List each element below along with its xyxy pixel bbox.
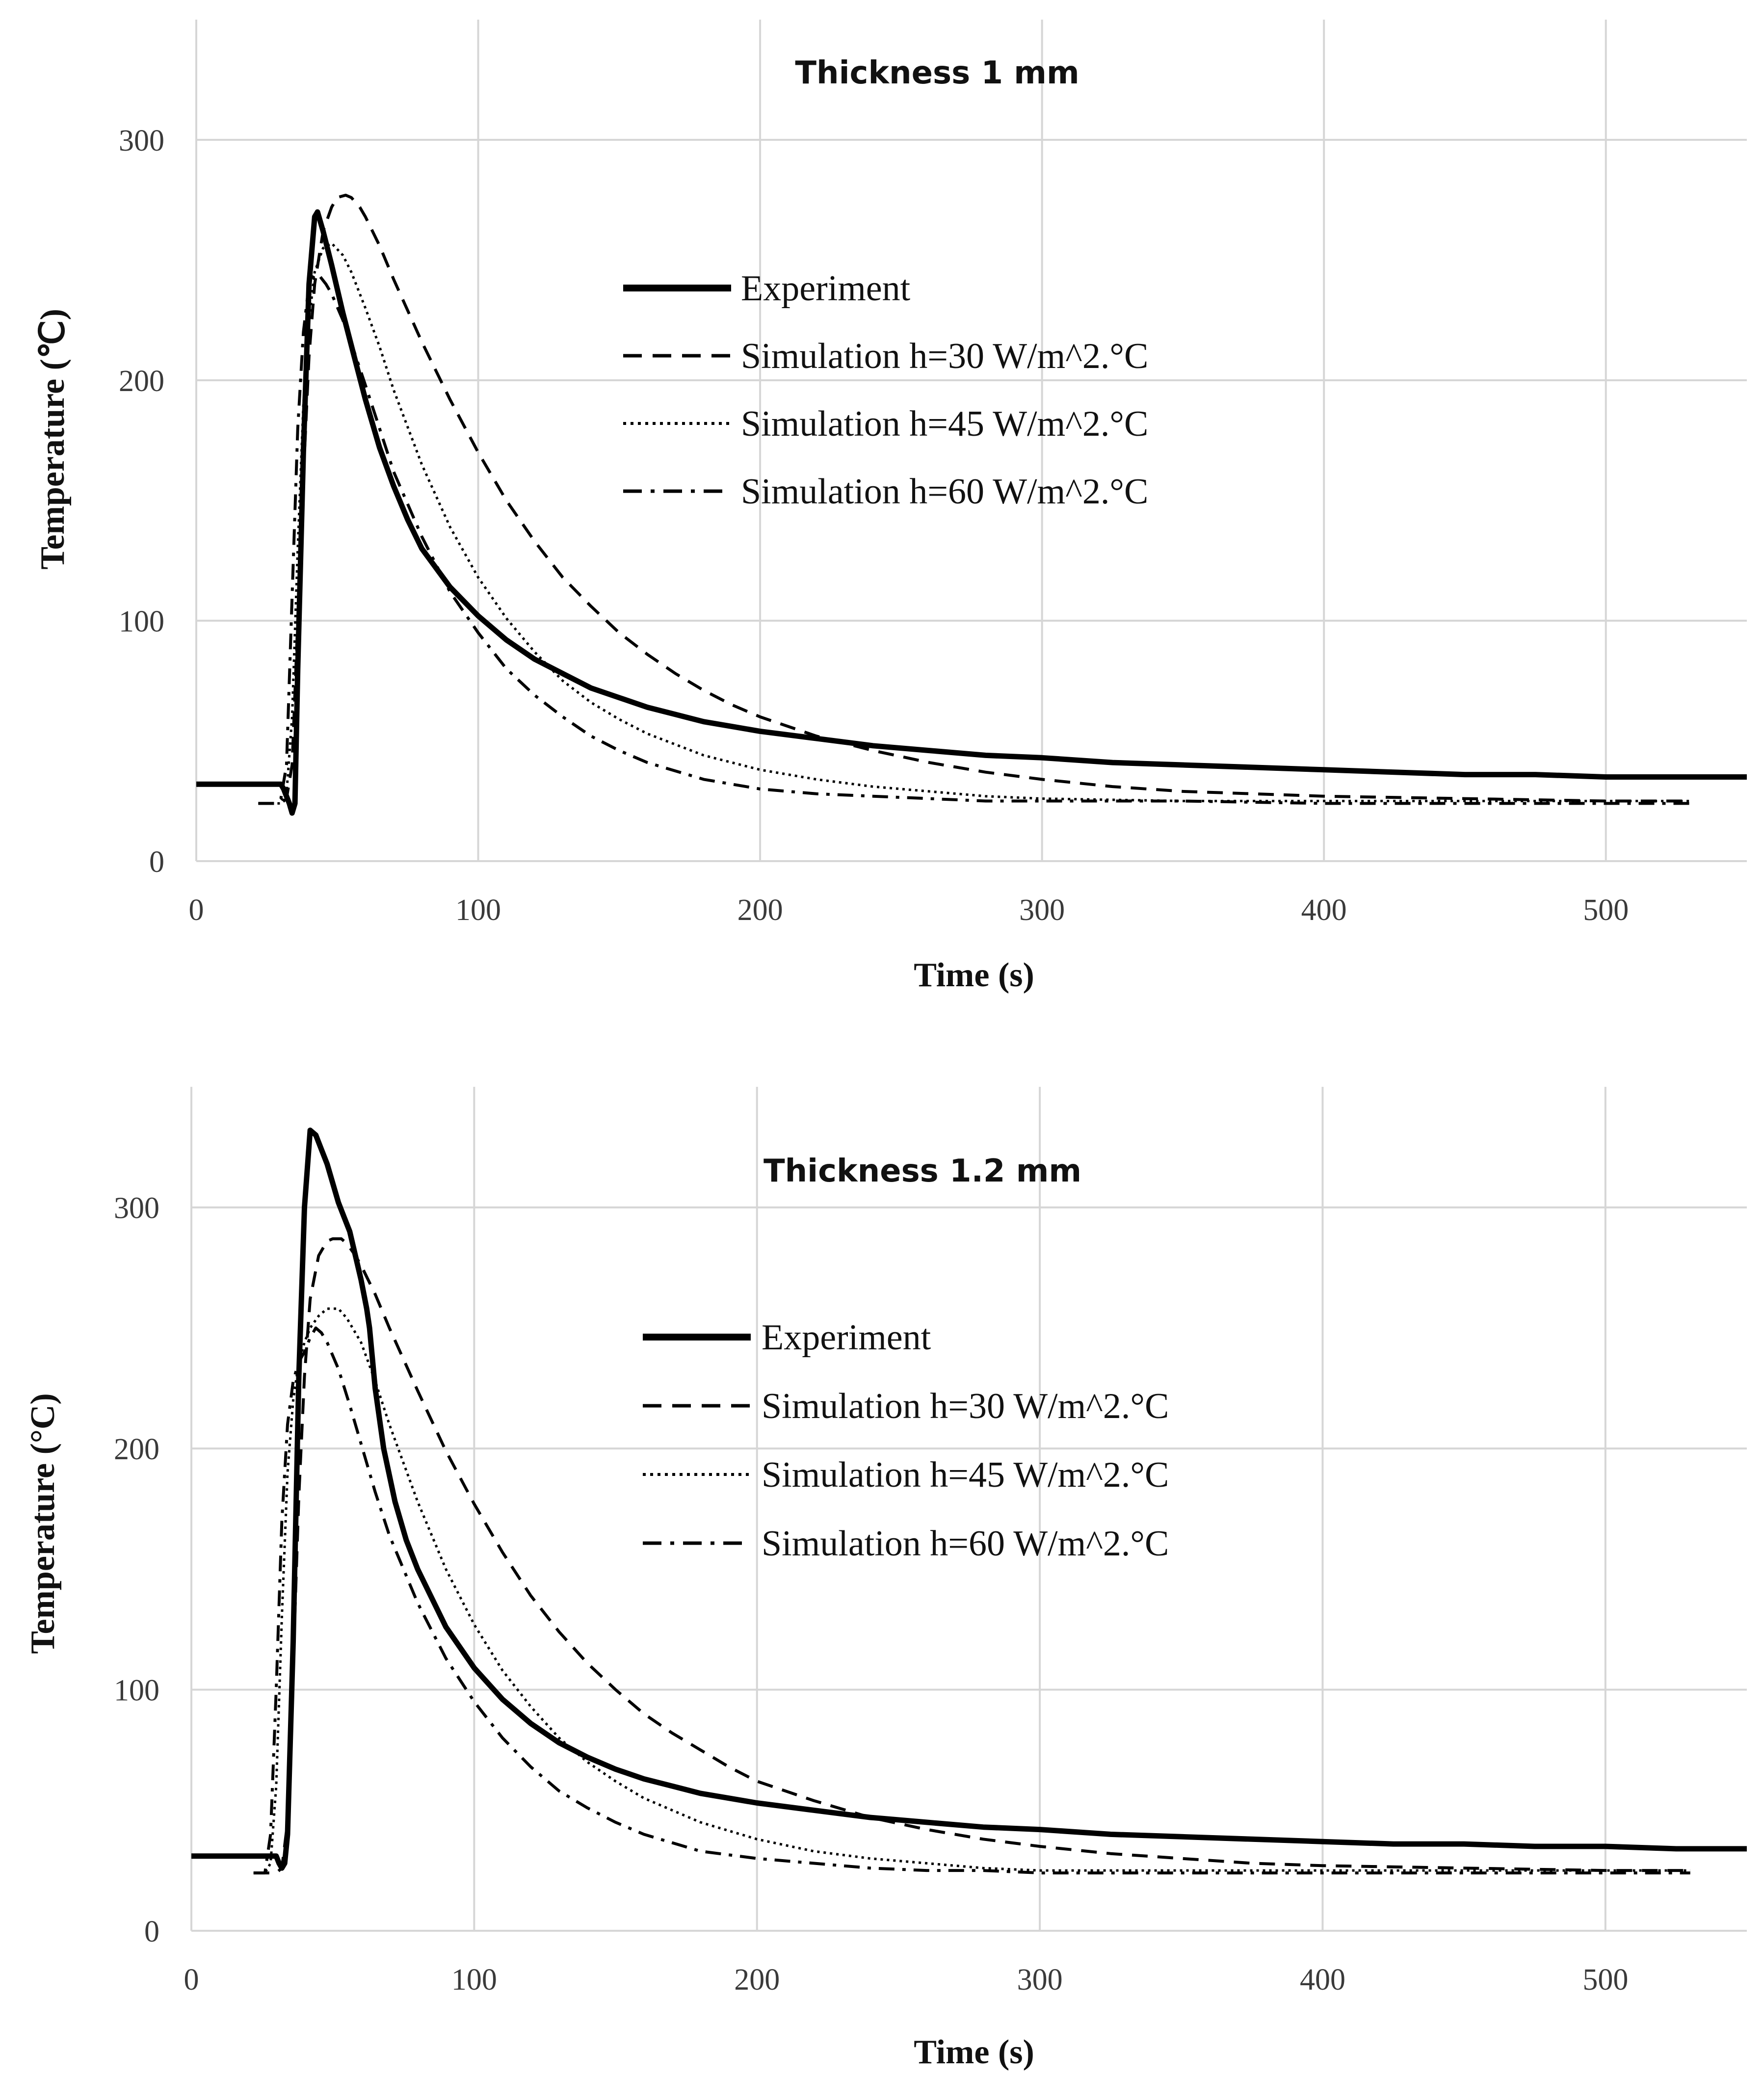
chart-1-x-tick-labels: 0 100 200 300 400 500 xyxy=(189,894,1629,927)
chart-2-y-axis-title: Temperature (°C) xyxy=(24,1393,62,1654)
chart-2-x-tick-labels: 0 100 200 300 400 500 xyxy=(184,1963,1629,1997)
chart-1-x-tick-label: 200 xyxy=(737,894,783,927)
chart-2-x-tick-label: 100 xyxy=(451,1963,497,1997)
chart-1-y-axis-title: Temperature (℃) xyxy=(34,309,72,570)
chart-2-series-h30-line xyxy=(253,1237,1690,1875)
chart-2-x-tick-label: 400 xyxy=(1300,1963,1345,1997)
chart-2-legend-label-h45: Simulation h=45 W/m^2.°C xyxy=(762,1455,1169,1495)
chart-1-x-tick-label: 500 xyxy=(1583,894,1629,927)
chart-2-y-tick-label: 200 xyxy=(114,1433,159,1466)
chart-1-series-h60-line xyxy=(258,273,1691,805)
chart-1-x-tick-label: 300 xyxy=(1019,894,1065,927)
chart-2-x-axis-title: Time (s) xyxy=(914,2033,1034,2071)
chart-1-y-tick-label: 300 xyxy=(119,124,164,158)
chart-1-y-tick-label: 100 xyxy=(119,605,164,638)
chart-1-x-tick-label: 100 xyxy=(455,894,501,927)
chart-1-y-tick-label: 0 xyxy=(149,845,164,879)
chart-1-legend: Experiment Simulation h=30 W/m^2.°C Simu… xyxy=(623,268,1148,512)
chart-1-legend-label-h45: Simulation h=45 W/m^2.°C xyxy=(741,404,1148,444)
chart-2-y-tick-labels: 0 100 200 300 xyxy=(114,1192,159,1948)
chart-2-y-tick-label: 100 xyxy=(114,1674,159,1708)
chart-2-x-tick-label: 300 xyxy=(1017,1963,1063,1997)
chart-2-y-tick-label: 300 xyxy=(114,1192,159,1225)
chart-2-series-h60-line xyxy=(253,1326,1690,1875)
chart-2-series-experiment-line xyxy=(191,1128,1747,1871)
chart-1-title: Thickness 1 mm xyxy=(795,55,1079,91)
chart-2-legend-label-experiment: Experiment xyxy=(762,1317,931,1358)
chart-2-series-h45-line xyxy=(253,1307,1690,1874)
chart-1-series-h45-line xyxy=(258,242,1691,805)
chart-1-series-group xyxy=(196,193,1747,816)
chart-2-title: Thickness 1.2 mm xyxy=(764,1153,1081,1189)
chart-1-y-tick-labels: 0 100 200 300 xyxy=(119,124,164,879)
chart-thickness-1mm: Thickness 1 mm 0 100 200 300 0 100 200 300 400 5… xyxy=(34,20,1747,994)
chart-2-grid xyxy=(190,1087,1747,1932)
chart-2-x-tick-label: 200 xyxy=(734,1963,780,1997)
chart-1-x-tick-label: 400 xyxy=(1301,894,1347,927)
chart-1-x-axis-title: Time (s) xyxy=(914,956,1034,994)
chart-2-series-group xyxy=(191,1128,1747,1875)
chart-2-x-tick-label: 0 xyxy=(184,1963,199,1997)
chart-2-x-tick-label: 500 xyxy=(1582,1963,1628,1997)
chart-thickness-1-2mm: Thickness 1.2 mm 0 100 200 300 0 100 200 300 40… xyxy=(24,1087,1747,2071)
chart-1-legend-label-experiment: Experiment xyxy=(741,268,911,309)
chart-1-legend-label-h30: Simulation h=30 W/m^2.°C xyxy=(741,336,1148,376)
chart-1-grid xyxy=(195,20,1747,862)
chart-2-legend-label-h60: Simulation h=60 W/m^2.°C xyxy=(762,1524,1169,1564)
chart-1-legend-label-h60: Simulation h=60 W/m^2.°C xyxy=(741,472,1148,512)
chart-1-y-tick-label: 200 xyxy=(119,365,164,398)
chart-2-y-tick-label: 0 xyxy=(144,1915,159,1948)
chart-1-series-experiment-line xyxy=(196,209,1747,816)
chart-1-x-tick-label: 0 xyxy=(189,894,204,927)
chart-2-legend-label-h30: Simulation h=30 W/m^2.°C xyxy=(762,1386,1169,1426)
chart-2-legend: Experiment Simulation h=30 W/m^2.°C Simu… xyxy=(643,1317,1169,1564)
